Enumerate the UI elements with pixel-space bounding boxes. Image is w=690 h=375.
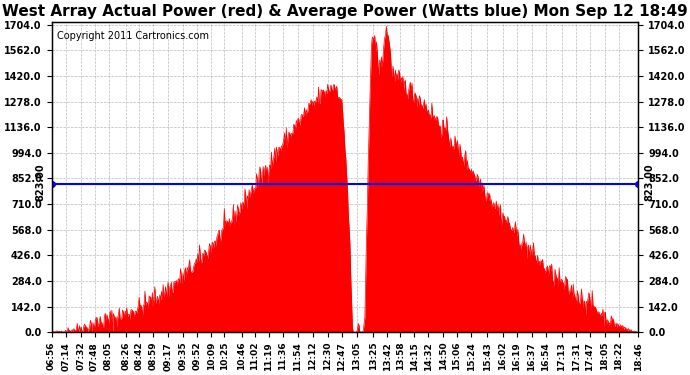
Text: 823.00: 823.00 xyxy=(644,164,654,201)
Text: Copyright 2011 Cartronics.com: Copyright 2011 Cartronics.com xyxy=(57,31,209,41)
Text: 823.00: 823.00 xyxy=(36,164,46,201)
Title: West Array Actual Power (red) & Average Power (Watts blue) Mon Sep 12 18:49: West Array Actual Power (red) & Average … xyxy=(2,4,688,19)
